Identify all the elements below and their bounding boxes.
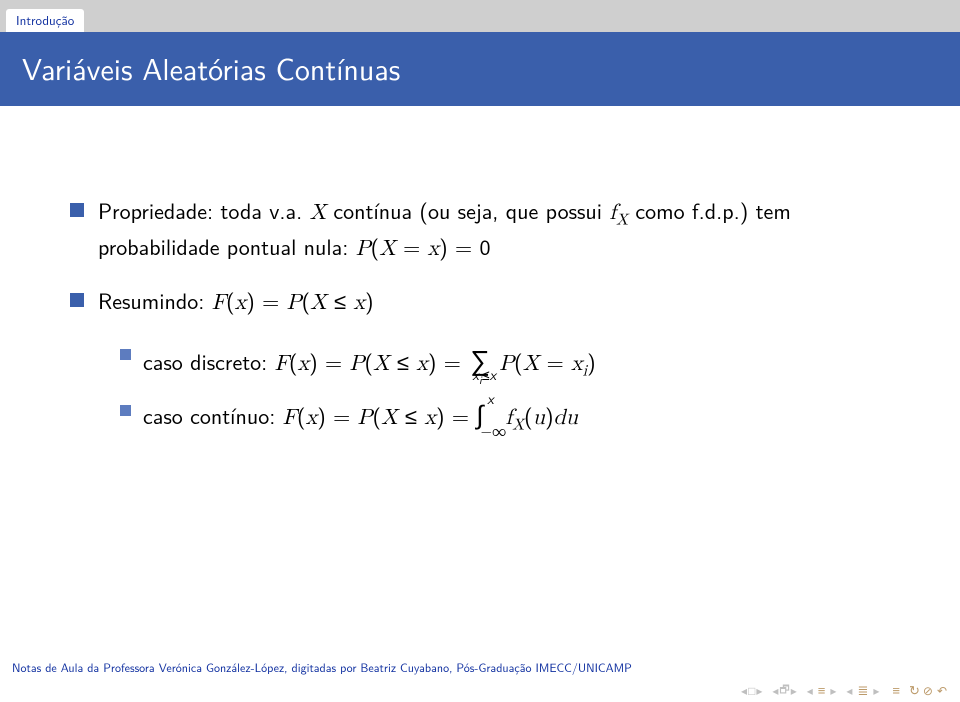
bullet-marker	[120, 405, 131, 416]
nav-prev-section-icon[interactable]: ◂	[741, 681, 747, 699]
bullet-level2: caso discreto: F(x) = P(X ≤ x) = ∑xi≤x P…	[120, 341, 890, 383]
slide-title: Variáveis Aleatórias Contínuas	[0, 32, 960, 106]
nav-refresh-icon[interactable]: ↻	[909, 681, 920, 700]
nav-section-icon[interactable]: □	[748, 681, 755, 699]
section-tabs: Introdução	[0, 0, 960, 32]
bullet-sublist: caso discreto: F(x) = P(X ≤ x) = ∑xi≤x P…	[120, 341, 890, 437]
bullet-text: Resumindo: F(x) = P(X ≤ x)	[98, 286, 890, 319]
nav-next-slide-icon[interactable]: ▸	[830, 681, 836, 699]
bullet-level1: Resumindo: F(x) = P(X ≤ x)	[70, 286, 890, 319]
nav-bar: ◂ □ ▸ ◂ 🗗 ▸ ◂ ≡ ▸ ◂ ≣ ▸ ≡ ↻ ⊘ ↶	[0, 678, 960, 702]
bullet-marker	[70, 293, 84, 307]
nav-frame-bars-icon[interactable]: ≣	[857, 681, 868, 700]
bullet-text: caso discreto: F(x) = P(X ≤ x) = ∑xi≤x P…	[143, 341, 890, 383]
bullet-text: Propriedade: toda v.a. X contínua (ou se…	[98, 196, 890, 264]
bullet-text: caso contínuo: F(x) = P(X ≤ x) = ∫x−∞ fX…	[143, 397, 890, 437]
bullet-marker	[120, 349, 131, 360]
bullet-level1: Propriedade: toda v.a. X contínua (ou se…	[70, 196, 890, 264]
nav-search-icon[interactable]: ⊘	[923, 681, 933, 699]
nav-next-section-icon[interactable]: ▸	[756, 681, 762, 699]
nav-prev-slide-icon[interactable]: ◂	[807, 681, 813, 699]
nav-return-icon[interactable]: ↶	[937, 681, 947, 699]
nav-next-frame-icon[interactable]: ▸	[873, 681, 879, 699]
slide-content: Propriedade: toda v.a. X contínua (ou se…	[0, 106, 960, 654]
nav-slide-bars-icon[interactable]: ≡	[818, 681, 826, 700]
bullet-marker	[70, 203, 84, 217]
nav-outline-icon[interactable]: ≡	[892, 681, 900, 700]
bullet-level2: caso contínuo: F(x) = P(X ≤ x) = ∫x−∞ fX…	[120, 397, 890, 437]
nav-subsection-icon[interactable]: 🗗	[779, 681, 789, 700]
nav-next-subsection-icon[interactable]: ▸	[791, 681, 797, 699]
nav-prev-subsection-icon[interactable]: ◂	[772, 681, 778, 699]
nav-prev-frame-icon[interactable]: ◂	[846, 681, 852, 699]
footer-credits: Notas de Aula da Professora Verónica Gon…	[0, 654, 960, 678]
tab-introducao[interactable]: Introdução	[6, 9, 84, 32]
